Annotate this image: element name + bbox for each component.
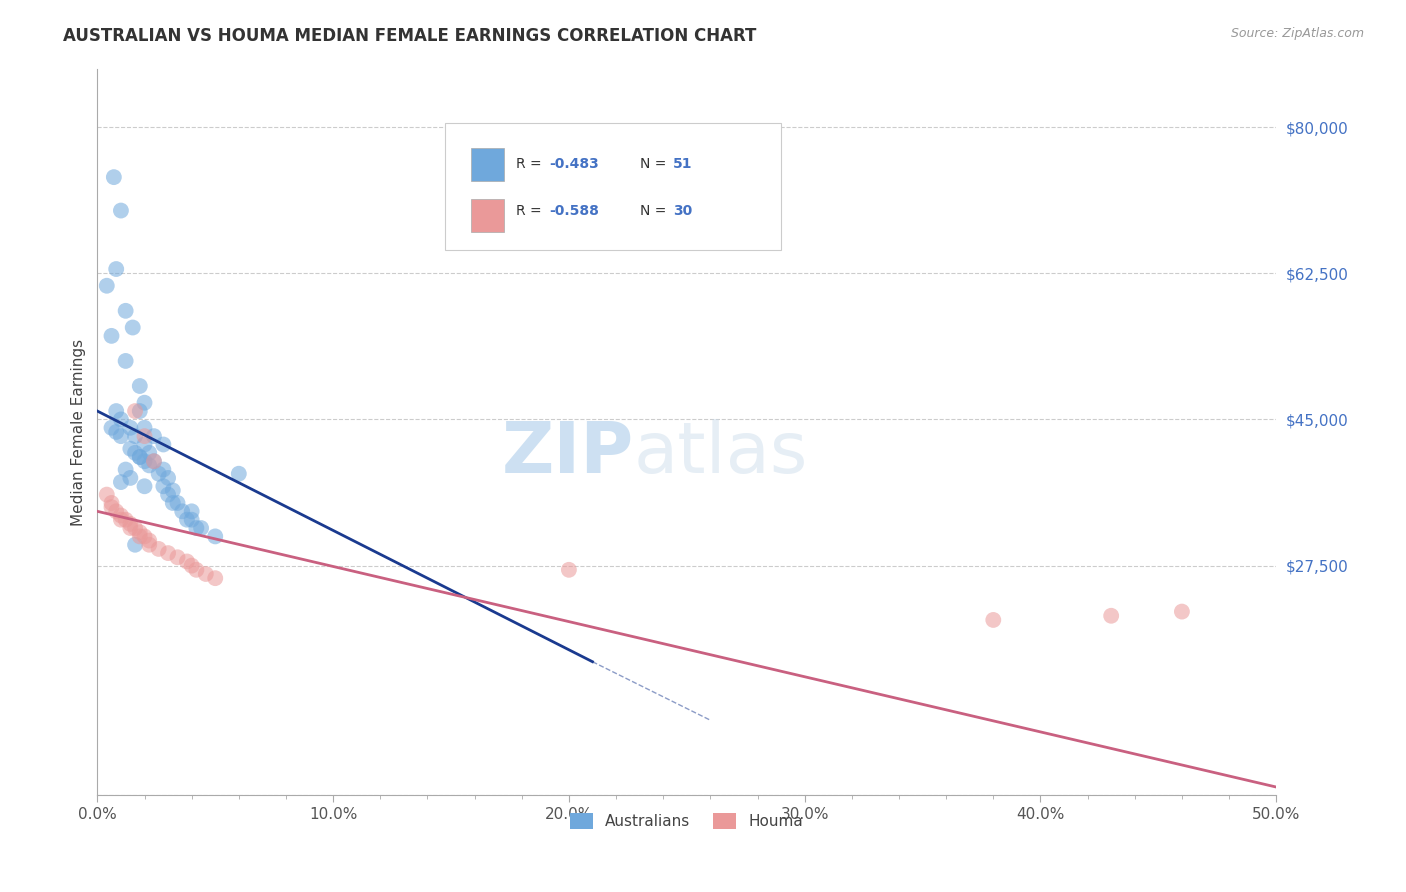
Point — [128, 529, 150, 543]
Point — [204, 571, 226, 585]
Point — [128, 404, 150, 418]
Point — [120, 471, 142, 485]
Text: Source: ZipAtlas.com: Source: ZipAtlas.com — [1230, 27, 1364, 40]
Text: 51: 51 — [672, 157, 692, 171]
Point — [148, 467, 170, 481]
Text: 30: 30 — [672, 204, 692, 219]
Point — [96, 488, 118, 502]
Point — [148, 541, 170, 556]
Point — [100, 500, 122, 515]
Point — [110, 513, 132, 527]
Point — [134, 529, 156, 543]
Point — [105, 504, 128, 518]
Point — [180, 558, 202, 573]
Point — [114, 303, 136, 318]
Point — [105, 425, 128, 439]
Point — [558, 563, 581, 577]
Point — [157, 471, 180, 485]
Point — [138, 533, 160, 548]
Point — [110, 475, 132, 489]
Point — [120, 521, 142, 535]
Point — [124, 521, 146, 535]
Point — [100, 421, 122, 435]
Point — [1171, 605, 1194, 619]
Point — [134, 437, 156, 451]
Text: AUSTRALIAN VS HOUMA MEDIAN FEMALE EARNINGS CORRELATION CHART: AUSTRALIAN VS HOUMA MEDIAN FEMALE EARNIN… — [63, 27, 756, 45]
Point — [128, 450, 150, 464]
Point — [110, 203, 132, 218]
Point — [121, 320, 143, 334]
Text: -0.588: -0.588 — [548, 204, 599, 219]
Point — [96, 278, 118, 293]
Text: -0.483: -0.483 — [548, 157, 599, 171]
Point — [114, 462, 136, 476]
Text: ZIP: ZIP — [502, 419, 634, 488]
Point — [120, 421, 142, 435]
Point — [194, 566, 217, 581]
Point — [134, 395, 156, 409]
Point — [180, 504, 202, 518]
Point — [172, 504, 194, 518]
Point — [1099, 608, 1122, 623]
Point — [157, 488, 180, 502]
Point — [138, 446, 160, 460]
Point — [120, 442, 142, 456]
Text: R =: R = — [516, 157, 546, 171]
Point — [128, 450, 150, 464]
Point — [166, 550, 188, 565]
Point — [134, 429, 156, 443]
Text: N =: N = — [640, 204, 671, 219]
Point — [142, 454, 165, 468]
Text: atlas: atlas — [634, 419, 808, 488]
Point — [204, 529, 226, 543]
Point — [134, 421, 156, 435]
Point — [166, 496, 188, 510]
Point — [186, 521, 208, 535]
Point — [157, 546, 180, 560]
Point — [114, 513, 136, 527]
Point — [134, 454, 156, 468]
Point — [142, 454, 165, 468]
Point — [124, 538, 146, 552]
Point — [128, 525, 150, 540]
Point — [134, 479, 156, 493]
Point — [152, 479, 174, 493]
Point — [228, 467, 250, 481]
Point — [124, 429, 146, 443]
Point — [180, 513, 202, 527]
Point — [124, 446, 146, 460]
Point — [124, 404, 146, 418]
Point — [100, 496, 122, 510]
Point — [981, 613, 1004, 627]
Point — [110, 429, 132, 443]
Y-axis label: Median Female Earnings: Median Female Earnings — [72, 338, 86, 525]
Point — [176, 513, 198, 527]
Point — [103, 170, 125, 185]
Point — [100, 329, 122, 343]
Point — [190, 521, 212, 535]
FancyBboxPatch shape — [446, 123, 782, 251]
Bar — [471, 148, 505, 181]
Point — [110, 412, 132, 426]
Point — [152, 437, 174, 451]
Bar — [471, 199, 505, 232]
Text: R =: R = — [516, 204, 546, 219]
Text: N =: N = — [640, 157, 671, 171]
Legend: Australians, Houma: Australians, Houma — [564, 806, 810, 835]
Point — [110, 508, 132, 523]
Point — [128, 379, 150, 393]
Point — [142, 429, 165, 443]
Point — [162, 483, 184, 498]
Point — [138, 458, 160, 473]
Point — [105, 404, 128, 418]
Point — [176, 554, 198, 568]
Point — [120, 516, 142, 531]
Point — [138, 538, 160, 552]
Point — [186, 563, 208, 577]
Point — [162, 496, 184, 510]
Point — [105, 262, 128, 277]
Point — [114, 354, 136, 368]
Point — [152, 462, 174, 476]
